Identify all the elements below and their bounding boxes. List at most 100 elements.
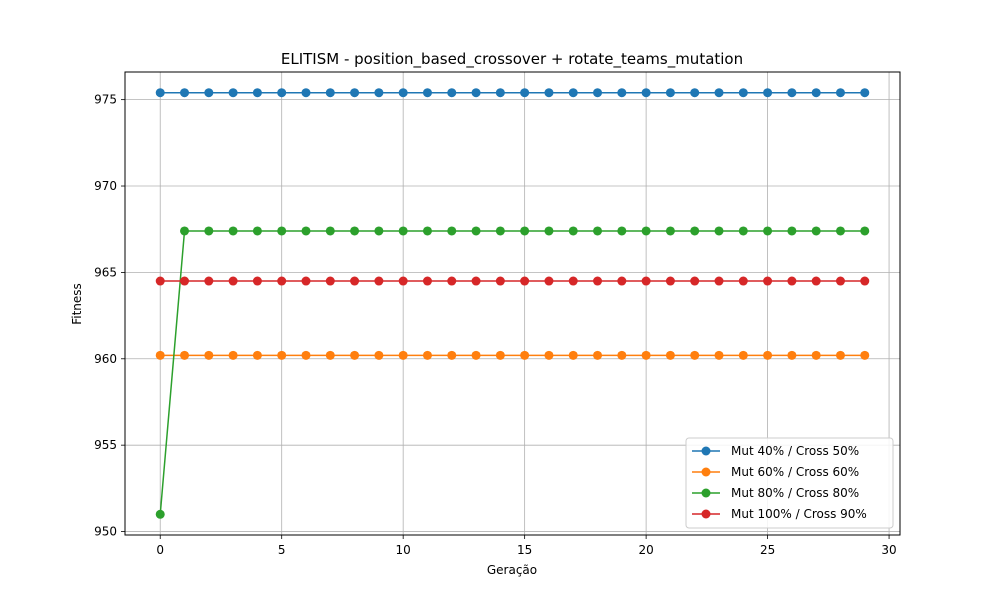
data-point — [593, 276, 603, 286]
data-point — [204, 88, 214, 98]
data-point — [835, 276, 845, 286]
data-point — [301, 276, 311, 286]
data-point — [763, 226, 773, 236]
data-point — [495, 350, 505, 360]
data-point — [690, 226, 700, 236]
data-point — [277, 350, 287, 360]
data-point — [398, 88, 408, 98]
data-point — [835, 88, 845, 98]
data-point — [301, 226, 311, 236]
data-point — [155, 88, 165, 98]
data-point — [665, 350, 675, 360]
x-tick-label: 15 — [517, 543, 532, 557]
data-point — [520, 276, 530, 286]
data-point — [155, 350, 165, 360]
data-point — [252, 350, 262, 360]
data-point — [180, 226, 190, 236]
data-point — [422, 350, 432, 360]
x-ticks: 0 5 10 15 20 25 30 — [156, 535, 897, 557]
plot-frame — [124, 71, 901, 536]
series-group — [155, 88, 870, 519]
data-point — [787, 88, 797, 98]
data-point — [277, 276, 287, 286]
data-point — [277, 88, 287, 98]
data-point — [471, 276, 481, 286]
data-point — [568, 276, 578, 286]
data-point — [641, 88, 651, 98]
legend-item: Mut 60% / Cross 60% — [692, 465, 859, 479]
series-2 — [155, 350, 870, 360]
data-point — [617, 350, 627, 360]
data-point — [714, 226, 724, 236]
data-point — [204, 276, 214, 286]
data-point — [398, 226, 408, 236]
data-point — [763, 350, 773, 360]
x-axis-label: Geração — [487, 563, 537, 577]
data-point — [471, 226, 481, 236]
data-point — [252, 226, 262, 236]
data-point — [520, 226, 530, 236]
data-point — [325, 226, 335, 236]
data-point — [495, 88, 505, 98]
data-point — [593, 350, 603, 360]
data-point — [787, 276, 797, 286]
legend-label: Mut 40% / Cross 50% — [731, 444, 859, 458]
data-point — [422, 88, 432, 98]
data-point — [228, 226, 238, 236]
data-point — [544, 88, 554, 98]
legend-swatch-marker — [701, 467, 711, 477]
data-point — [398, 350, 408, 360]
x-tick-label: 30 — [881, 543, 896, 557]
legend: Mut 40% / Cross 50% Mut 60% / Cross 60% Mu… — [685, 437, 894, 529]
y-tick-label: 965 — [94, 265, 117, 279]
x-tick-label: 25 — [760, 543, 775, 557]
data-point — [641, 350, 651, 360]
data-point — [787, 350, 797, 360]
series-1 — [155, 88, 870, 98]
y-tick-label: 960 — [94, 352, 117, 366]
data-point — [155, 509, 165, 519]
x-tick-label: 0 — [156, 543, 164, 557]
data-point — [325, 350, 335, 360]
data-point — [422, 226, 432, 236]
series-3 — [155, 226, 870, 519]
data-point — [714, 276, 724, 286]
data-point — [860, 350, 870, 360]
data-point — [447, 350, 457, 360]
legend-frame — [685, 437, 894, 529]
data-point — [228, 350, 238, 360]
data-point — [763, 276, 773, 286]
data-point — [835, 350, 845, 360]
data-point — [811, 350, 821, 360]
series-4 — [155, 276, 870, 286]
data-point — [690, 350, 700, 360]
data-point — [471, 88, 481, 98]
data-point — [860, 276, 870, 286]
data-point — [593, 226, 603, 236]
legend-item: Mut 80% / Cross 80% — [692, 486, 859, 500]
data-point — [738, 350, 748, 360]
data-point — [787, 226, 797, 236]
data-point — [641, 226, 651, 236]
grid — [125, 72, 900, 535]
y-axis-label: Fitness — [70, 283, 84, 325]
data-point — [568, 350, 578, 360]
data-point — [350, 226, 360, 236]
x-tick-label: 20 — [638, 543, 653, 557]
data-point — [252, 88, 262, 98]
data-point — [301, 350, 311, 360]
data-point — [835, 226, 845, 236]
legend-label: Mut 60% / Cross 60% — [731, 465, 859, 479]
data-point — [665, 226, 675, 236]
data-point — [180, 276, 190, 286]
y-tick-label: 955 — [94, 438, 117, 452]
data-point — [763, 88, 773, 98]
data-point — [374, 276, 384, 286]
data-point — [544, 226, 554, 236]
data-point — [690, 276, 700, 286]
data-point — [422, 276, 432, 286]
data-point — [252, 276, 262, 286]
data-point — [544, 350, 554, 360]
data-point — [714, 88, 724, 98]
legend-label: Mut 100% / Cross 90% — [731, 507, 867, 521]
